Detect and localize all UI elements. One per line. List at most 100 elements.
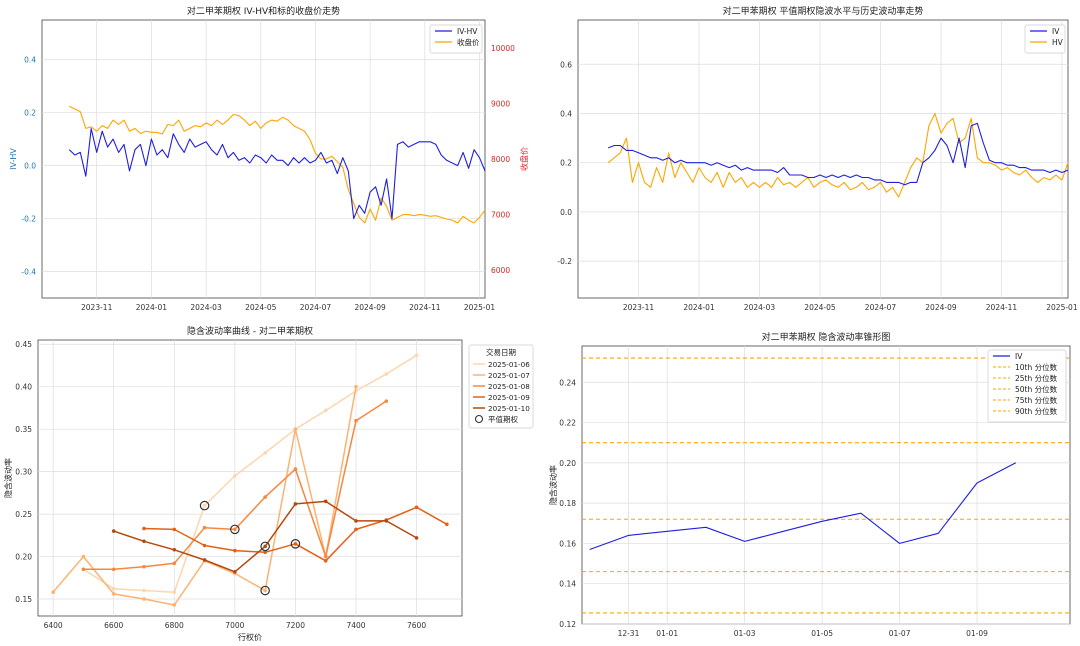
plot-frame (41, 19, 486, 299)
atm-marker (199, 500, 210, 511)
smile-point (202, 558, 207, 562)
x-tick-label: 2025-01 (1046, 303, 1078, 312)
y-tick-label: 0.16 (559, 539, 576, 548)
x-tick-label: 2024-09 (354, 303, 386, 312)
y-tick-label: 0.25 (15, 510, 32, 519)
smile-point (263, 544, 267, 549)
smile-point (263, 550, 267, 555)
smile-point (384, 519, 389, 523)
smile-point (202, 543, 207, 548)
smile-point (172, 547, 177, 552)
chart-title: 对二甲苯期权 隐含波动率锥形图 (762, 331, 891, 343)
x-tick-label: 2024-03 (190, 303, 222, 312)
legend-label: 75th 分位数 (1015, 395, 1058, 405)
series-iv-line (607, 122, 1069, 186)
legend-label: 2025-01-10 (488, 404, 530, 413)
x-tick-label: 6400 (44, 621, 63, 630)
atm-marker (230, 524, 240, 535)
series-iv-line (589, 462, 1017, 551)
y2-tick-label: 10000 (491, 44, 515, 53)
x-tick-label: 01-09 (966, 629, 988, 638)
legend-box (987, 349, 1067, 423)
smile-point (142, 564, 146, 569)
panel-iv_hv_close: 对二甲苯期权 IV-HV和标的收盘价走势 2023-11 2024-01 2024-0… (9, 5, 529, 312)
y-axis-label: 隐含波动率 (3, 458, 13, 498)
y-axis-label: IV-HV (9, 148, 18, 170)
y-tick-label: 0.20 (15, 553, 32, 562)
smile-point (111, 592, 116, 596)
y-tick-label: 0.12 (559, 620, 576, 629)
y-tick-label: 0.0 (24, 162, 36, 171)
x-tick-label: 2023-11 (81, 303, 113, 312)
x-tick-label: 6600 (104, 621, 123, 630)
legend-label: 2025-01-07 (488, 371, 530, 380)
smile-point (323, 554, 328, 559)
smile-point (384, 399, 389, 403)
atm-marker (260, 585, 270, 596)
series-close-line (69, 105, 486, 224)
legend-label: 2025-01-08 (488, 382, 530, 391)
chart-title: 对二甲苯期权 平值期权隐波水平与历史波动率走势 (723, 5, 924, 17)
x-tick-label: 2024-09 (925, 303, 957, 312)
y-tick-label: 0.30 (15, 468, 32, 477)
y2-tick-label: 7000 (491, 211, 510, 220)
y2-tick-label: 8000 (491, 155, 510, 164)
y-tick-label: 0.45 (15, 340, 32, 349)
y-tick-label: 0.2 (560, 159, 572, 168)
smile-point (172, 527, 177, 532)
smile-point (445, 522, 449, 527)
smile-point (384, 372, 389, 376)
smile-point (263, 588, 267, 593)
y2-axis-label: 收盘价 (519, 147, 529, 171)
smile-point (111, 567, 116, 572)
x-tick-label: 2024-05 (245, 303, 277, 312)
x-tick-label: 7200 (286, 621, 305, 630)
smile-point (233, 474, 237, 478)
x-axis-label: 行权价 (238, 632, 262, 642)
smile-point (202, 503, 207, 508)
y-tick-label: 0.22 (559, 419, 576, 428)
x-tick-label: 01-03 (734, 629, 756, 638)
smile-point (354, 527, 358, 532)
x-tick-label: 01-05 (811, 629, 833, 638)
smile-point (172, 561, 177, 566)
y-tick-label: 0.6 (560, 60, 572, 69)
smile-point (414, 353, 419, 358)
chart-title: 对二甲苯期权 IV-HV和标的收盘价走势 (187, 5, 340, 17)
smile-point (111, 529, 116, 533)
legend-label: 25th 分位数 (1015, 373, 1058, 383)
legend-box (1024, 24, 1066, 54)
atm-marker (290, 539, 301, 549)
panel-smile: 隐含波动率曲线 - 对二甲苯期权 6400 6600 6800 7000 7200 7400… (3, 325, 534, 642)
y-tick-label: 0.18 (559, 499, 576, 508)
smile-point (293, 502, 298, 506)
smile-point (51, 590, 55, 595)
x-tick-label: 2024-07 (300, 303, 332, 312)
chart-title: 隐含波动率曲线 - 对二甲苯期权 (187, 325, 313, 337)
y-tick-label: 0.2 (24, 109, 36, 118)
y-tick-label: 0.35 (15, 425, 32, 434)
legend-label: 2025-01-06 (488, 360, 530, 369)
smile-point (233, 548, 237, 553)
plot-frame (577, 19, 1069, 299)
x-tick-label: 2024-01 (683, 303, 715, 312)
x-tick-label: 2024-07 (865, 303, 897, 312)
x-tick-label: 2025-01 (464, 303, 496, 312)
x-tick-label: 12-31 (618, 629, 640, 638)
legend-title: 交易日期 (486, 347, 516, 357)
smile-point (293, 467, 298, 471)
y-tick-label: -0.4 (21, 268, 36, 277)
smile-point (202, 525, 207, 530)
smile-point (172, 603, 177, 607)
smile-point (233, 527, 237, 532)
legend-box (429, 24, 483, 54)
smile-point (323, 499, 328, 504)
x-tick-label: 6800 (165, 621, 184, 630)
series-iv-hv-line (68, 128, 486, 220)
legend-label: 90th 分位数 (1015, 406, 1058, 416)
y-tick-label: 0.20 (559, 459, 576, 468)
legend-label: IV (1052, 27, 1060, 36)
y-tick-label: 0.4 (560, 109, 572, 118)
smile-point (323, 559, 328, 563)
